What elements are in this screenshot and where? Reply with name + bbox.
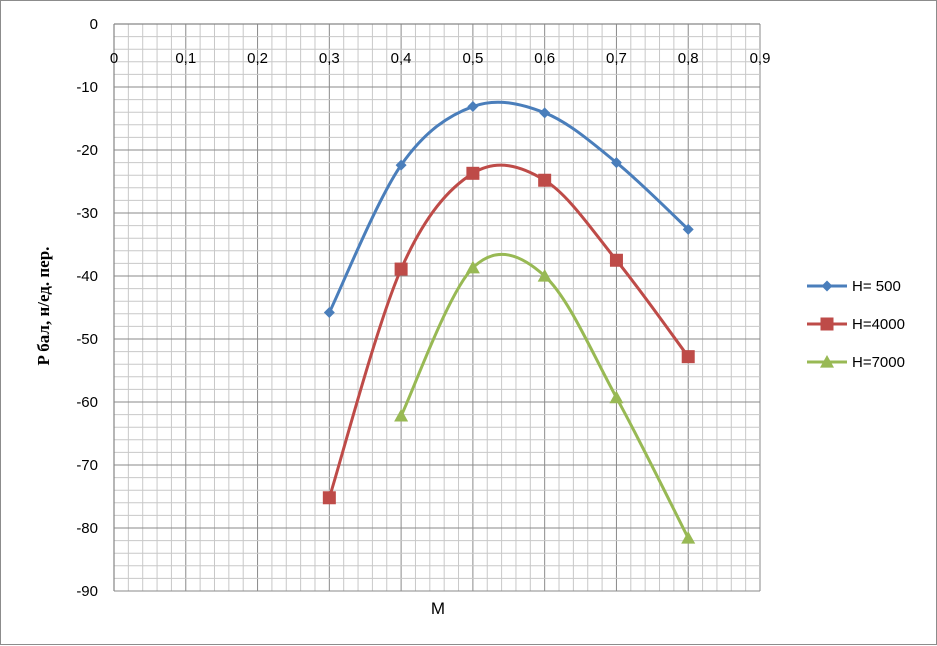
y-tick-label: -90: [76, 583, 98, 600]
legend-label: H=4000: [852, 316, 905, 333]
legend-item: H=7000: [807, 354, 905, 371]
x-tick-label: 0,3: [319, 50, 340, 67]
x-tick-label: 0,2: [247, 50, 268, 67]
y-tick-label: -80: [76, 520, 98, 537]
series-1: [323, 100, 694, 319]
y-axis-title: P бал, н/ед. пер.: [34, 247, 53, 366]
legend-label: H=7000: [852, 354, 905, 371]
y-tick-label: -40: [76, 268, 98, 285]
data-point-triangle: [394, 408, 409, 422]
data-point-triangle: [681, 531, 696, 544]
series-line: [327, 163, 690, 499]
data-point-square: [322, 491, 336, 505]
x-tick-label: 0,6: [534, 50, 555, 67]
legend-item: H= 500: [807, 278, 901, 295]
x-tick-label: 0: [110, 50, 118, 67]
legend: H= 500 H=4000 H=7000: [807, 278, 905, 371]
x-tick-label: 0,5: [462, 50, 483, 67]
tick-labels: 0 0,1 0,2 0,3 0,4 0,5 0,6 0,7 0,8 0,9 0 -10 -20 -30 -4…: [76, 16, 770, 600]
y-tick-label: 0: [90, 16, 98, 33]
y-tick-label: -70: [76, 457, 98, 474]
series-3: [394, 252, 696, 544]
x-axis-title: M: [431, 599, 445, 618]
y-tick-label: -50: [76, 331, 98, 348]
data-point-diamond: [323, 307, 335, 319]
y-tick-label: -30: [76, 205, 98, 222]
x-tick-label: 0,7: [606, 50, 627, 67]
data-point-square: [681, 350, 695, 364]
legend-label: H= 500: [852, 278, 901, 295]
series-line: [327, 100, 690, 314]
y-tick-label: -10: [76, 79, 98, 96]
data-point-diamond: [395, 159, 407, 171]
x-tick-label: 0,1: [175, 50, 196, 67]
data-point-diamond: [539, 107, 551, 119]
data-point-triangle: [537, 269, 552, 282]
data-point-diamond: [610, 157, 622, 169]
legend-item: H=4000: [807, 316, 905, 333]
y-tick-label: -20: [76, 142, 98, 159]
y-tick-label: -60: [76, 394, 98, 411]
axes: [113, 23, 760, 591]
gridlines: [113, 23, 761, 592]
series: [322, 100, 696, 544]
x-tick-label: 0,4: [391, 50, 412, 67]
data-point-square: [394, 262, 408, 276]
data-point-square: [538, 173, 552, 187]
data-point-square: [609, 253, 623, 267]
data-point-triangle: [465, 260, 480, 274]
data-point-diamond: [467, 101, 479, 113]
data-point-square: [820, 317, 834, 331]
data-point-triangle: [820, 355, 834, 368]
x-tick-label: 0,8: [678, 50, 699, 67]
data-point-triangle: [609, 390, 624, 404]
series-2: [322, 163, 695, 505]
data-point-diamond: [682, 223, 694, 235]
data-point-diamond: [821, 280, 833, 292]
x-tick-label: 0,9: [750, 50, 771, 67]
data-point-square: [466, 166, 480, 180]
